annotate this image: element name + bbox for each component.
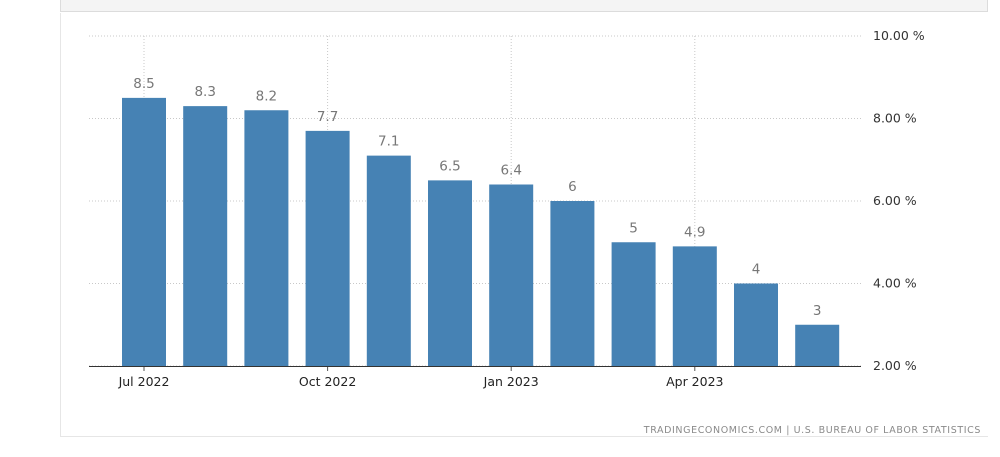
bar-value-label: 6.4 bbox=[500, 163, 521, 179]
bar-value-label: 6.5 bbox=[439, 158, 460, 174]
bar[interactable] bbox=[672, 246, 717, 366]
y-tick-label: 4.00 % bbox=[873, 276, 917, 291]
bar-value-label: 6 bbox=[568, 179, 577, 195]
y-tick-label: 6.00 % bbox=[873, 193, 917, 208]
bar[interactable] bbox=[489, 184, 534, 367]
bar[interactable] bbox=[795, 324, 840, 366]
bar-value-label: 4 bbox=[752, 262, 761, 278]
y-axis: 2.00 % 4.00 % 6.00 % 8.00 % 10.00 % bbox=[873, 28, 925, 373]
bar[interactable] bbox=[734, 283, 778, 367]
bars-layer bbox=[122, 97, 840, 367]
bar-value-label: 5 bbox=[629, 220, 638, 236]
bar[interactable] bbox=[366, 155, 411, 366]
x-tick-label: Apr 2023 bbox=[666, 374, 723, 389]
bar[interactable] bbox=[550, 201, 595, 366]
bar-value-label: 8.5 bbox=[133, 76, 154, 92]
x-tick-label: Oct 2022 bbox=[299, 374, 356, 389]
x-tick-label: Jan 2023 bbox=[483, 374, 539, 389]
bar[interactable] bbox=[611, 242, 656, 366]
bar-chart: 8.5 8.3 8.2 7.7 7.1 6.5 6.4 6 5 4.9 4 3 2.00 % 4.00 … bbox=[89, 28, 925, 389]
bar-value-label: 8.3 bbox=[194, 84, 215, 100]
y-tick-label: 2.00 % bbox=[873, 358, 917, 373]
bar-value-label: 8.2 bbox=[256, 88, 277, 104]
x-tick-label: Jul 2022 bbox=[118, 374, 170, 389]
y-tick-label: 10.00 % bbox=[873, 28, 925, 43]
bar-value-label: 3 bbox=[813, 303, 822, 319]
source-attribution[interactable]: TRADINGECONOMICS.COM | U.S. BUREAU OF LA… bbox=[643, 425, 981, 436]
bar[interactable] bbox=[244, 110, 289, 366]
bar-value-label: 7.1 bbox=[378, 134, 399, 150]
header-strip bbox=[60, 0, 988, 12]
value-labels-layer: 8.5 8.3 8.2 7.7 7.1 6.5 6.4 6 5 4.9 4 3 bbox=[133, 76, 821, 319]
bar[interactable] bbox=[428, 180, 472, 366]
x-axis: Jul 2022 Oct 2022 Jan 2023 Apr 2023 bbox=[89, 366, 861, 389]
bar[interactable] bbox=[183, 106, 228, 366]
bar-value-label: 7.7 bbox=[317, 109, 338, 125]
bar[interactable] bbox=[122, 97, 166, 366]
bar-value-label: 4.9 bbox=[684, 224, 705, 240]
y-tick-label: 8.00 % bbox=[873, 111, 917, 126]
chart-container: 8.5 8.3 8.2 7.7 7.1 6.5 6.4 6 5 4.9 4 3 2.00 % 4.00 … bbox=[60, 13, 988, 437]
bar[interactable] bbox=[305, 130, 350, 366]
